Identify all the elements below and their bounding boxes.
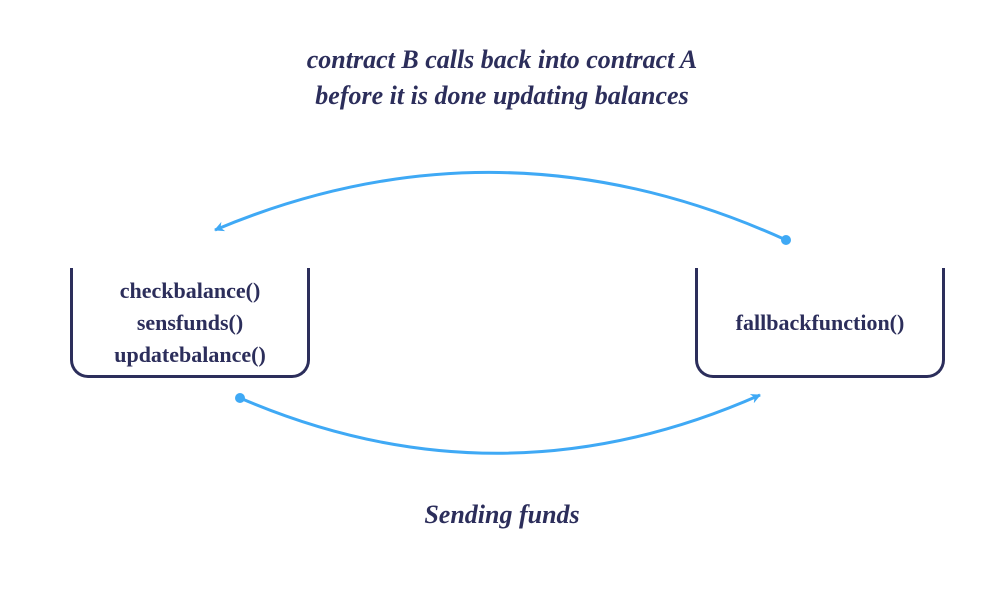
contract-a-line3: updatebalance() [114,339,266,371]
top-arc-start-dot [781,235,791,245]
contract-a-line1: checkbalance() [120,275,261,307]
contract-a-line2: sensfunds() [137,307,243,339]
contract-a-node: checkbalance() sensfunds() updatebalance… [70,268,310,378]
top-arc [215,172,786,240]
top-caption-line1: contract B calls back into contract A [0,45,1004,75]
contract-b-node: fallbackfunction() [695,268,945,378]
reentrancy-diagram: contract B calls back into contract A be… [0,0,1004,591]
bottom-caption: Sending funds [0,500,1004,530]
bottom-arc-start-dot [235,393,245,403]
bottom-arc [240,395,760,453]
contract-b-line1: fallbackfunction() [736,307,905,339]
top-caption-line2: before it is done updating balances [0,81,1004,111]
